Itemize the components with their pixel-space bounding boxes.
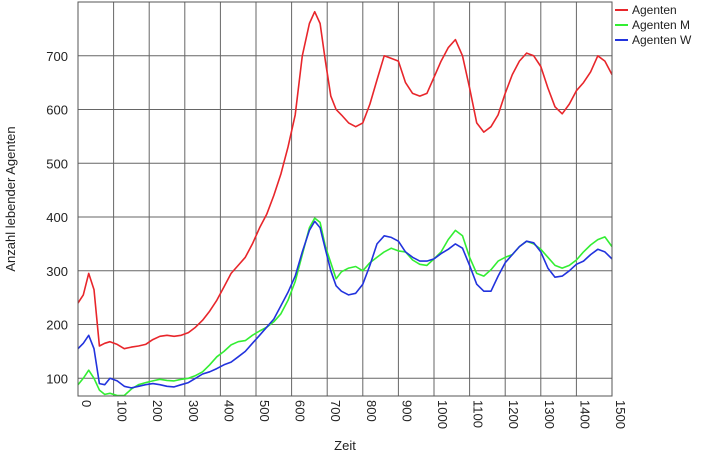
plot-frame [77, 1, 613, 397]
series-line-2 [78, 220, 612, 389]
x-tick-label: 1300 [542, 400, 557, 429]
x-tick-label: 700 [328, 400, 343, 422]
legend-label: Agenten M [632, 18, 690, 32]
legend-label: Agenten [632, 3, 677, 17]
x-tick-label: 1400 [577, 400, 592, 429]
y-tick-label: 300 [46, 264, 68, 279]
x-tick-label: 500 [257, 400, 272, 422]
y-tick-label: 500 [46, 156, 68, 171]
y-tick-label: 600 [46, 103, 68, 118]
x-tick-label: 200 [150, 400, 165, 422]
legend-label: Agenten W [632, 33, 692, 47]
x-tick-label: 100 [115, 400, 130, 422]
x-tick-label: 400 [221, 400, 236, 422]
x-tick-label: 1000 [435, 400, 450, 429]
x-tick-label: 600 [293, 400, 308, 422]
y-tick-label: 400 [46, 210, 68, 225]
x-axis-title: Zeit [334, 438, 356, 453]
grid [77, 2, 613, 396]
y-axis-title: Anzahl lebender Agenten [3, 126, 18, 271]
series-line-0 [78, 10, 612, 350]
x-tick-label: 1200 [506, 400, 521, 429]
series-lines [78, 10, 612, 396]
y-axis-ticks: 100 200 300 400 500 600 700 [46, 49, 68, 387]
y-tick-label: 100 [46, 371, 68, 386]
x-axis-ticks: 0 100 200 300 400 500 600 700 800 900 1000 1100 1200… [79, 400, 628, 429]
x-tick-label: 900 [399, 400, 414, 422]
y-tick-label: 700 [46, 49, 68, 64]
y-tick-label: 200 [46, 318, 68, 333]
x-tick-label: 1100 [471, 400, 486, 428]
x-tick-label: 300 [186, 400, 201, 422]
x-tick-label: 0 [79, 400, 94, 407]
x-tick-label: 1500 [613, 400, 628, 429]
x-tick-label: 800 [364, 400, 379, 422]
